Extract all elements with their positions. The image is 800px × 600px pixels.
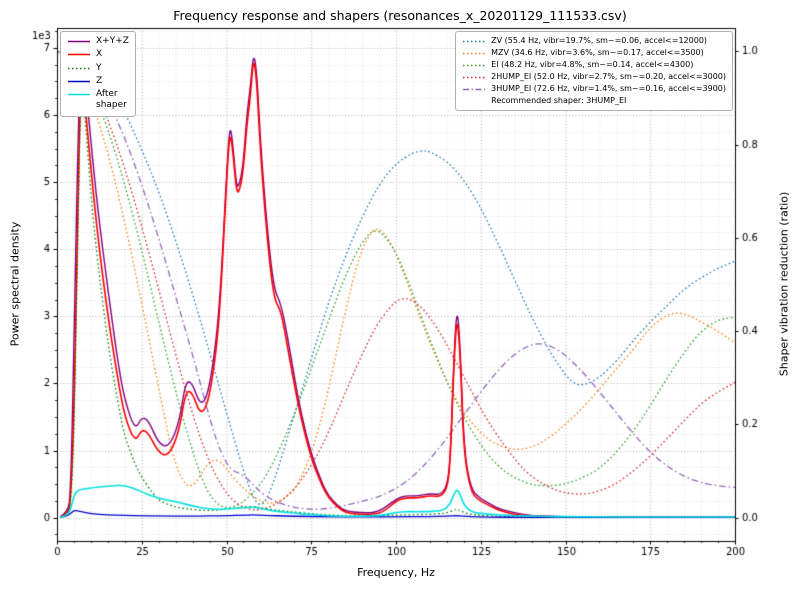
legend-item: After shaper [67, 89, 129, 112]
legend-item-label: X+Y+Z [96, 36, 129, 46]
legend-line-sample [68, 40, 90, 43]
legend-item: Y [67, 63, 129, 74]
legend-line-sample [68, 53, 90, 56]
legend-item-label: EI (48.2 Hz, vibr=4.8%, sm~=0.14, accel<… [491, 60, 694, 69]
legend-line-sample [463, 52, 486, 55]
chart-title: Frequency response and shapers (resonanc… [173, 8, 627, 23]
legend-note: Recommended shaper: 3HUMP_EI [462, 96, 726, 106]
legend-item: ZV (55.4 Hz, vibr=19.7%, sm~=0.06, accel… [462, 36, 726, 46]
legend-line-sample [463, 88, 486, 91]
legend-item: X [67, 49, 129, 60]
legend-item-label: X [96, 49, 103, 60]
legend-item: EI (48.2 Hz, vibr=4.8%, sm~=0.14, accel<… [462, 60, 726, 70]
legend-item-label: Z [96, 75, 103, 86]
legend-shapers: ZV (55.4 Hz, vibr=19.7%, sm~=0.06, accel… [455, 31, 733, 111]
legend-item-label: MZV (34.6 Hz, vibr=3.6%, sm~=0.17, accel… [491, 48, 704, 57]
legend-line-sample [463, 64, 486, 67]
legend-item: MZV (34.6 Hz, vibr=3.6%, sm~=0.17, accel… [462, 48, 726, 58]
legend-item: 2HUMP_EI (52.0 Hz, vibr=2.7%, sm~=0.20, … [462, 72, 726, 82]
y-axis-label-right: Shaper vibration reduction (ratio) [777, 191, 791, 377]
legend-item-label: After shaper [96, 89, 127, 111]
x-axis-label: Frequency, Hz [357, 566, 435, 579]
legend-item-label: 2HUMP_EI (52.0 Hz, vibr=2.7%, sm~=0.20, … [491, 72, 726, 81]
legend-line-sample [463, 76, 486, 79]
legend-line-sample [68, 67, 90, 69]
y-axis-label-left: Power spectral density [8, 221, 22, 347]
legend-line-sample [68, 80, 90, 83]
legend-psd: X+Y+Z X Y Z After shaper [60, 31, 136, 117]
legend-line-sample [463, 40, 486, 43]
legend-item-label: 3HUMP_EI (72.6 Hz, vibr=1.4%, sm~=0.16, … [491, 84, 726, 93]
legend-note-label: Recommended shaper: 3HUMP_EI [491, 96, 627, 105]
legend-item-label: ZV (55.4 Hz, vibr=19.7%, sm~=0.06, accel… [491, 36, 708, 45]
legend-item: Z [67, 76, 129, 87]
legend-item-label: Y [96, 62, 102, 73]
legend-line-sample [68, 93, 90, 96]
legend-item: 3HUMP_EI (72.6 Hz, vibr=1.4%, sm~=0.16, … [462, 84, 726, 94]
legend-item: X+Y+Z [67, 36, 129, 47]
